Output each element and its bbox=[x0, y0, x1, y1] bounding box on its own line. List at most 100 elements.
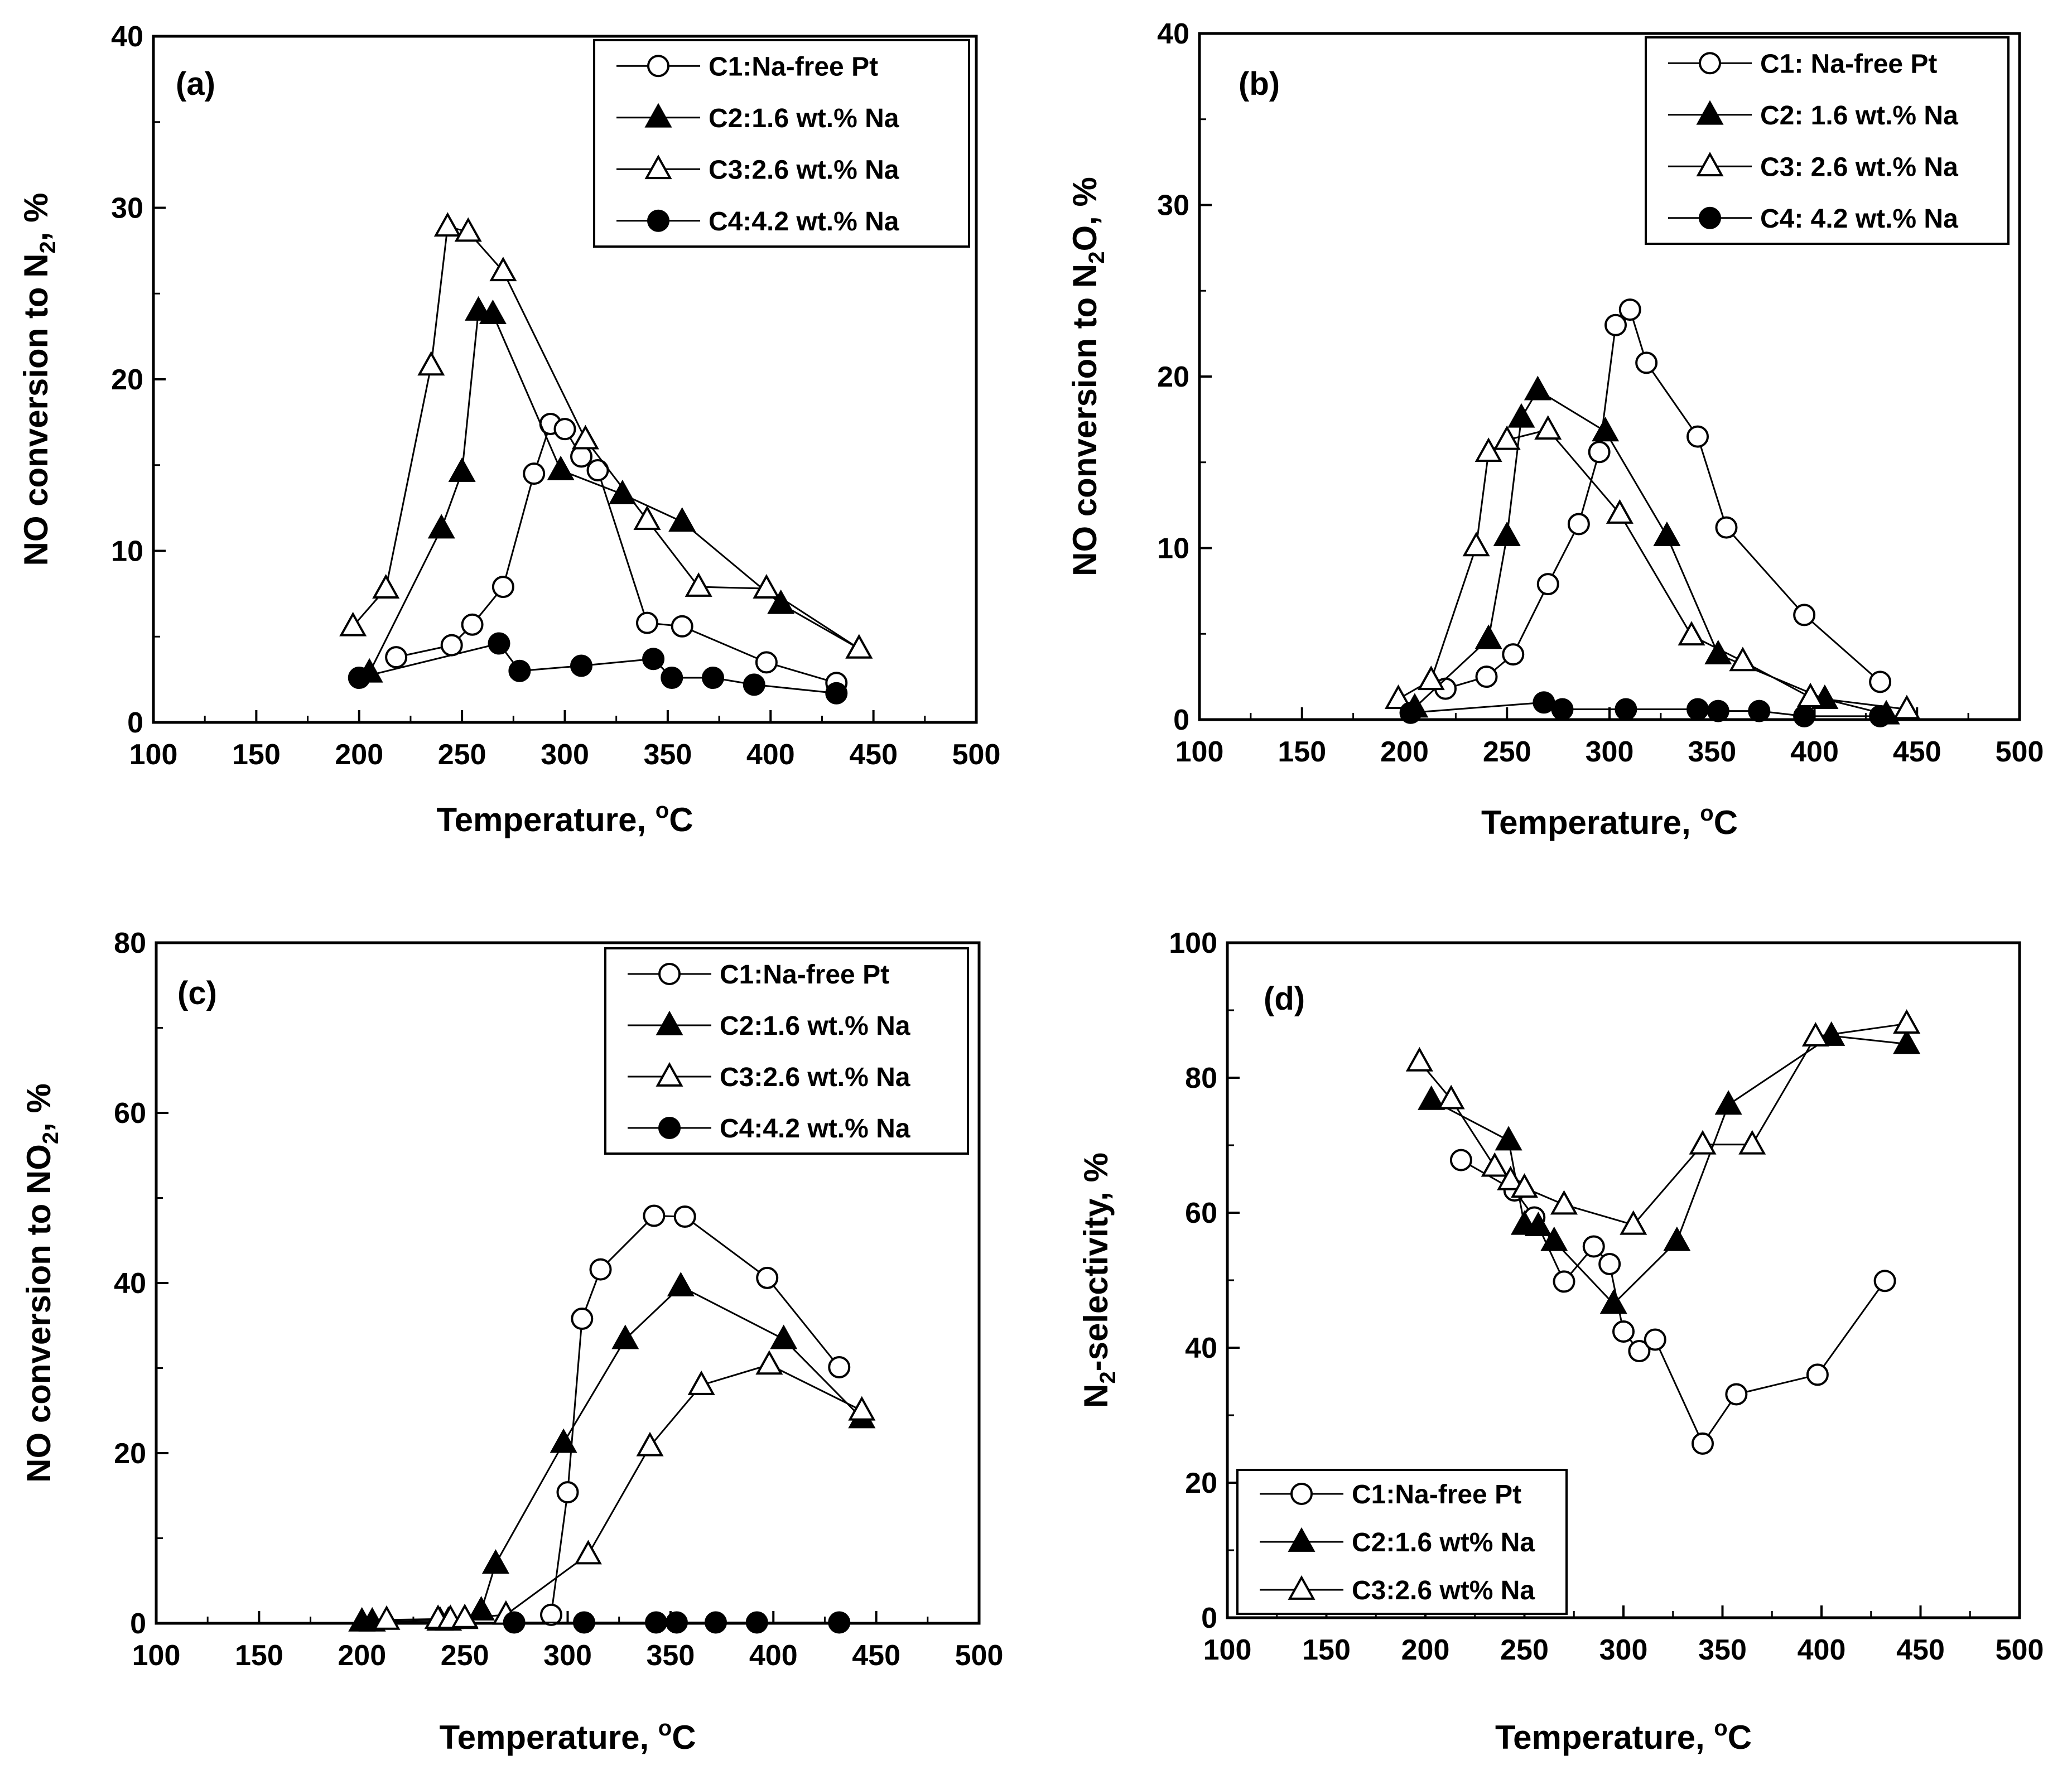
y-axis-title: NO conversion to N2O, % bbox=[1066, 177, 1109, 576]
panel-a: 100 150 200 250 300 350 400 450 500 0 10 20 30 40 Temp… bbox=[17, 21, 1000, 838]
series-4 bbox=[1399, 691, 1892, 727]
data-point bbox=[705, 1611, 727, 1634]
data-point bbox=[556, 1481, 579, 1504]
data-point bbox=[1725, 1383, 1748, 1406]
legend-item: C4: 4.2 wt.% Na bbox=[1668, 204, 1958, 234]
legend-label: C1: Na-free Pt bbox=[1760, 49, 1937, 79]
data-point bbox=[503, 1611, 526, 1634]
data-point bbox=[1653, 521, 1681, 546]
x-tick-label: 450 bbox=[852, 1639, 900, 1672]
data-point bbox=[1524, 375, 1551, 401]
data-point bbox=[1869, 671, 1892, 693]
data-point bbox=[753, 574, 780, 599]
legend-item: C2:1.6 wt.% Na bbox=[616, 103, 899, 133]
x-tick-label: 100 bbox=[1175, 736, 1224, 768]
legend-marker bbox=[658, 963, 681, 985]
series-3 bbox=[1405, 1009, 1921, 1235]
legend-label: C4:4.2 wt.% Na bbox=[709, 207, 899, 237]
data-point bbox=[1612, 1320, 1635, 1343]
data-point bbox=[636, 1431, 664, 1456]
legend-item: C3:2.6 wt.% Na bbox=[628, 1062, 910, 1092]
data-point bbox=[673, 1205, 696, 1228]
data-point bbox=[417, 351, 445, 376]
legend-label: C2:1.6 wt.% Na bbox=[720, 1011, 910, 1041]
legend: C1: Na-free Pt C2: 1.6 wt.% Na C3: 2.6 wt.… bbox=[1645, 36, 2010, 245]
panel-d: 100 150 200 250 300 350 400 450 500 0 20 40 60 80 100 T… bbox=[1077, 927, 2044, 1756]
y-tick-label: 0 bbox=[1173, 704, 1189, 736]
data-point bbox=[1893, 695, 1921, 720]
y-axis-title: NO conversion to NO2, % bbox=[20, 1083, 63, 1483]
panel-label: (c) bbox=[177, 975, 217, 1011]
legend-item: C1:Na-free Pt bbox=[616, 52, 878, 81]
data-point bbox=[1604, 314, 1627, 336]
x-axis-title: Temperature, oC bbox=[1495, 1716, 1752, 1756]
data-point bbox=[687, 1370, 715, 1395]
data-point bbox=[550, 1428, 577, 1453]
data-point bbox=[570, 654, 592, 677]
data-point bbox=[1628, 1340, 1651, 1363]
data-point bbox=[508, 659, 531, 682]
data-point bbox=[1599, 1289, 1627, 1314]
data-point bbox=[1796, 682, 1824, 707]
x-tick-label: 200 bbox=[335, 739, 383, 771]
x-tick-label: 200 bbox=[1380, 736, 1429, 768]
data-point bbox=[609, 479, 637, 504]
series-4 bbox=[348, 632, 848, 705]
x-tick-label: 300 bbox=[1599, 1634, 1648, 1666]
x-tick-label: 400 bbox=[746, 739, 795, 771]
data-point bbox=[1481, 1152, 1509, 1177]
data-point bbox=[1615, 698, 1637, 721]
series-2 bbox=[355, 296, 873, 683]
data-point bbox=[1714, 1090, 1742, 1115]
data-point bbox=[1510, 1173, 1539, 1198]
data-point bbox=[1536, 573, 1559, 596]
x-tick-label: 250 bbox=[438, 739, 486, 771]
legend-item: C2: 1.6 wt.% Na bbox=[1668, 100, 1958, 131]
data-point bbox=[828, 1356, 851, 1378]
data-point bbox=[1462, 532, 1490, 557]
data-point bbox=[348, 667, 370, 689]
data-point bbox=[1475, 624, 1502, 649]
x-tick-label: 500 bbox=[955, 1639, 1004, 1672]
data-point bbox=[1598, 1252, 1621, 1275]
x-axis-title: Temperature, oC bbox=[436, 798, 693, 838]
x-tick-label: 250 bbox=[441, 1639, 489, 1672]
x-tick-label: 100 bbox=[132, 1639, 181, 1672]
data-point bbox=[427, 514, 455, 539]
data-point bbox=[571, 1308, 594, 1330]
legend: C1:Na-free Pt C2:1.6 wt% Na C3:2.6 wt% Na bbox=[1236, 1469, 1568, 1615]
legend-label: C2: 1.6 wt.% Na bbox=[1760, 101, 1958, 131]
data-point bbox=[1869, 705, 1892, 727]
panel-label: (d) bbox=[1264, 981, 1305, 1017]
legend-label: C3:2.6 wt% Na bbox=[1352, 1576, 1535, 1605]
data-point bbox=[1588, 441, 1611, 464]
data-point bbox=[454, 217, 482, 242]
x-axis-title: Temperature, oC bbox=[1481, 801, 1738, 841]
data-point bbox=[1801, 1022, 1829, 1047]
series-line bbox=[362, 1285, 862, 1623]
data-point bbox=[665, 1611, 688, 1634]
data-point bbox=[461, 613, 484, 636]
y-tick-label: 60 bbox=[114, 1097, 146, 1130]
y-tick-label: 40 bbox=[1185, 1332, 1217, 1364]
x-tick-label: 150 bbox=[1278, 736, 1326, 768]
data-point bbox=[481, 1549, 509, 1574]
series-3 bbox=[339, 212, 873, 659]
data-point bbox=[645, 1611, 668, 1634]
x-tick-label: 500 bbox=[952, 739, 1001, 771]
data-point bbox=[372, 574, 400, 599]
data-point bbox=[848, 1396, 876, 1421]
legend-marker bbox=[1699, 206, 1721, 229]
data-point bbox=[385, 646, 408, 669]
data-point bbox=[1550, 1190, 1578, 1215]
data-point bbox=[1663, 1226, 1691, 1251]
data-point bbox=[611, 1324, 639, 1349]
data-point bbox=[1606, 499, 1633, 524]
data-point bbox=[1437, 1084, 1465, 1110]
data-point bbox=[1418, 1085, 1445, 1110]
legend-label: C1:Na-free Pt bbox=[1352, 1480, 1521, 1509]
data-point bbox=[523, 462, 546, 485]
y-tick-label: 0 bbox=[130, 1608, 146, 1640]
data-point bbox=[1399, 701, 1422, 724]
